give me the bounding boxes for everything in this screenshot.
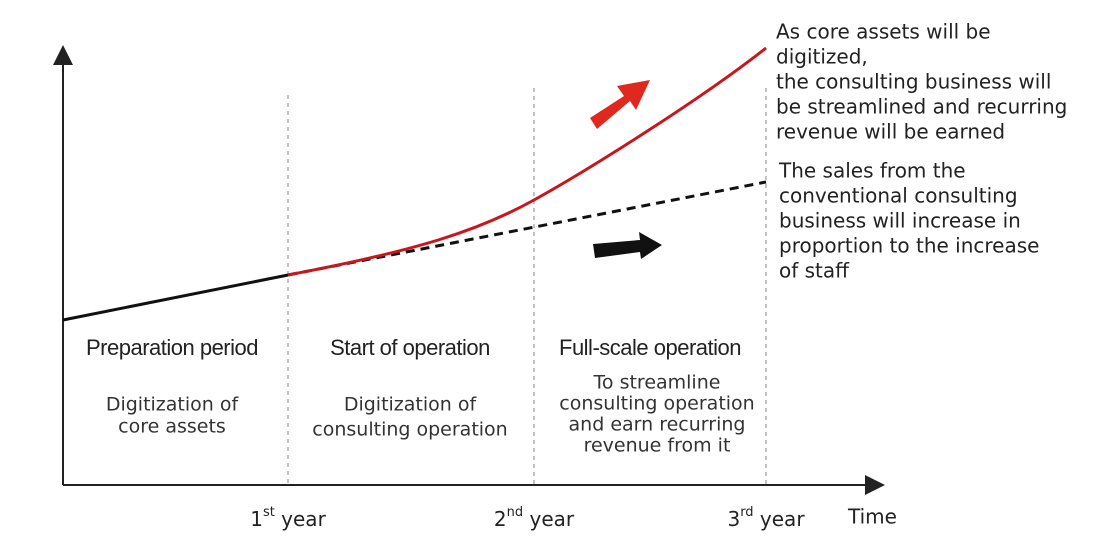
- red-arrow: [590, 80, 650, 129]
- year-number: 1: [250, 507, 263, 531]
- year-word: year: [275, 507, 327, 531]
- digitized-curve: [287, 46, 767, 277]
- year-number: 3: [727, 507, 740, 531]
- annotation-line: business will increase in: [779, 209, 1021, 233]
- year-suffix: nd: [507, 505, 524, 520]
- annotation-line: As core assets will be: [776, 20, 991, 44]
- annotation-line: revenue will be earned: [776, 120, 1005, 144]
- year-word: year: [754, 507, 806, 531]
- year-label: 1st year: [250, 505, 326, 531]
- base-line: [62, 273, 289, 322]
- phase-description: consulting operation: [312, 419, 507, 441]
- x-axis-label: Time: [847, 505, 897, 529]
- year-dividers: [287, 88, 767, 485]
- year-word: year: [523, 507, 575, 531]
- annotation-line: the consulting business will: [776, 70, 1051, 94]
- phase-title: Full-scale operation: [559, 335, 741, 360]
- phase-description: To streamline: [593, 372, 721, 394]
- phase-description: consulting operation: [559, 393, 754, 415]
- phase-title: Start of operation: [330, 335, 490, 360]
- phase-title: Preparation period: [86, 335, 258, 360]
- phase-description: and earn recurring: [569, 414, 746, 436]
- phase-description: revenue from it: [584, 435, 731, 457]
- annotation-line: conventional consulting: [779, 184, 1018, 208]
- year-label: 3rd year: [727, 505, 805, 531]
- year-label: 2nd year: [494, 505, 575, 531]
- black-arrow: [593, 232, 662, 259]
- year-suffix: st: [263, 505, 275, 520]
- annotation-line: digitized,: [776, 45, 868, 69]
- annotation-line: of staff: [779, 259, 850, 283]
- annotation-line: be streamlined and recurring: [776, 95, 1067, 119]
- phase-description: Digitization of: [344, 394, 478, 416]
- annotation-line: proportion to the increase: [779, 234, 1039, 258]
- year-suffix: rd: [740, 505, 753, 520]
- phase-description: Digitization of: [106, 394, 240, 416]
- year-number: 2: [494, 507, 507, 531]
- phase-description: core assets: [118, 416, 226, 438]
- annotation-line: The sales from the: [778, 159, 966, 183]
